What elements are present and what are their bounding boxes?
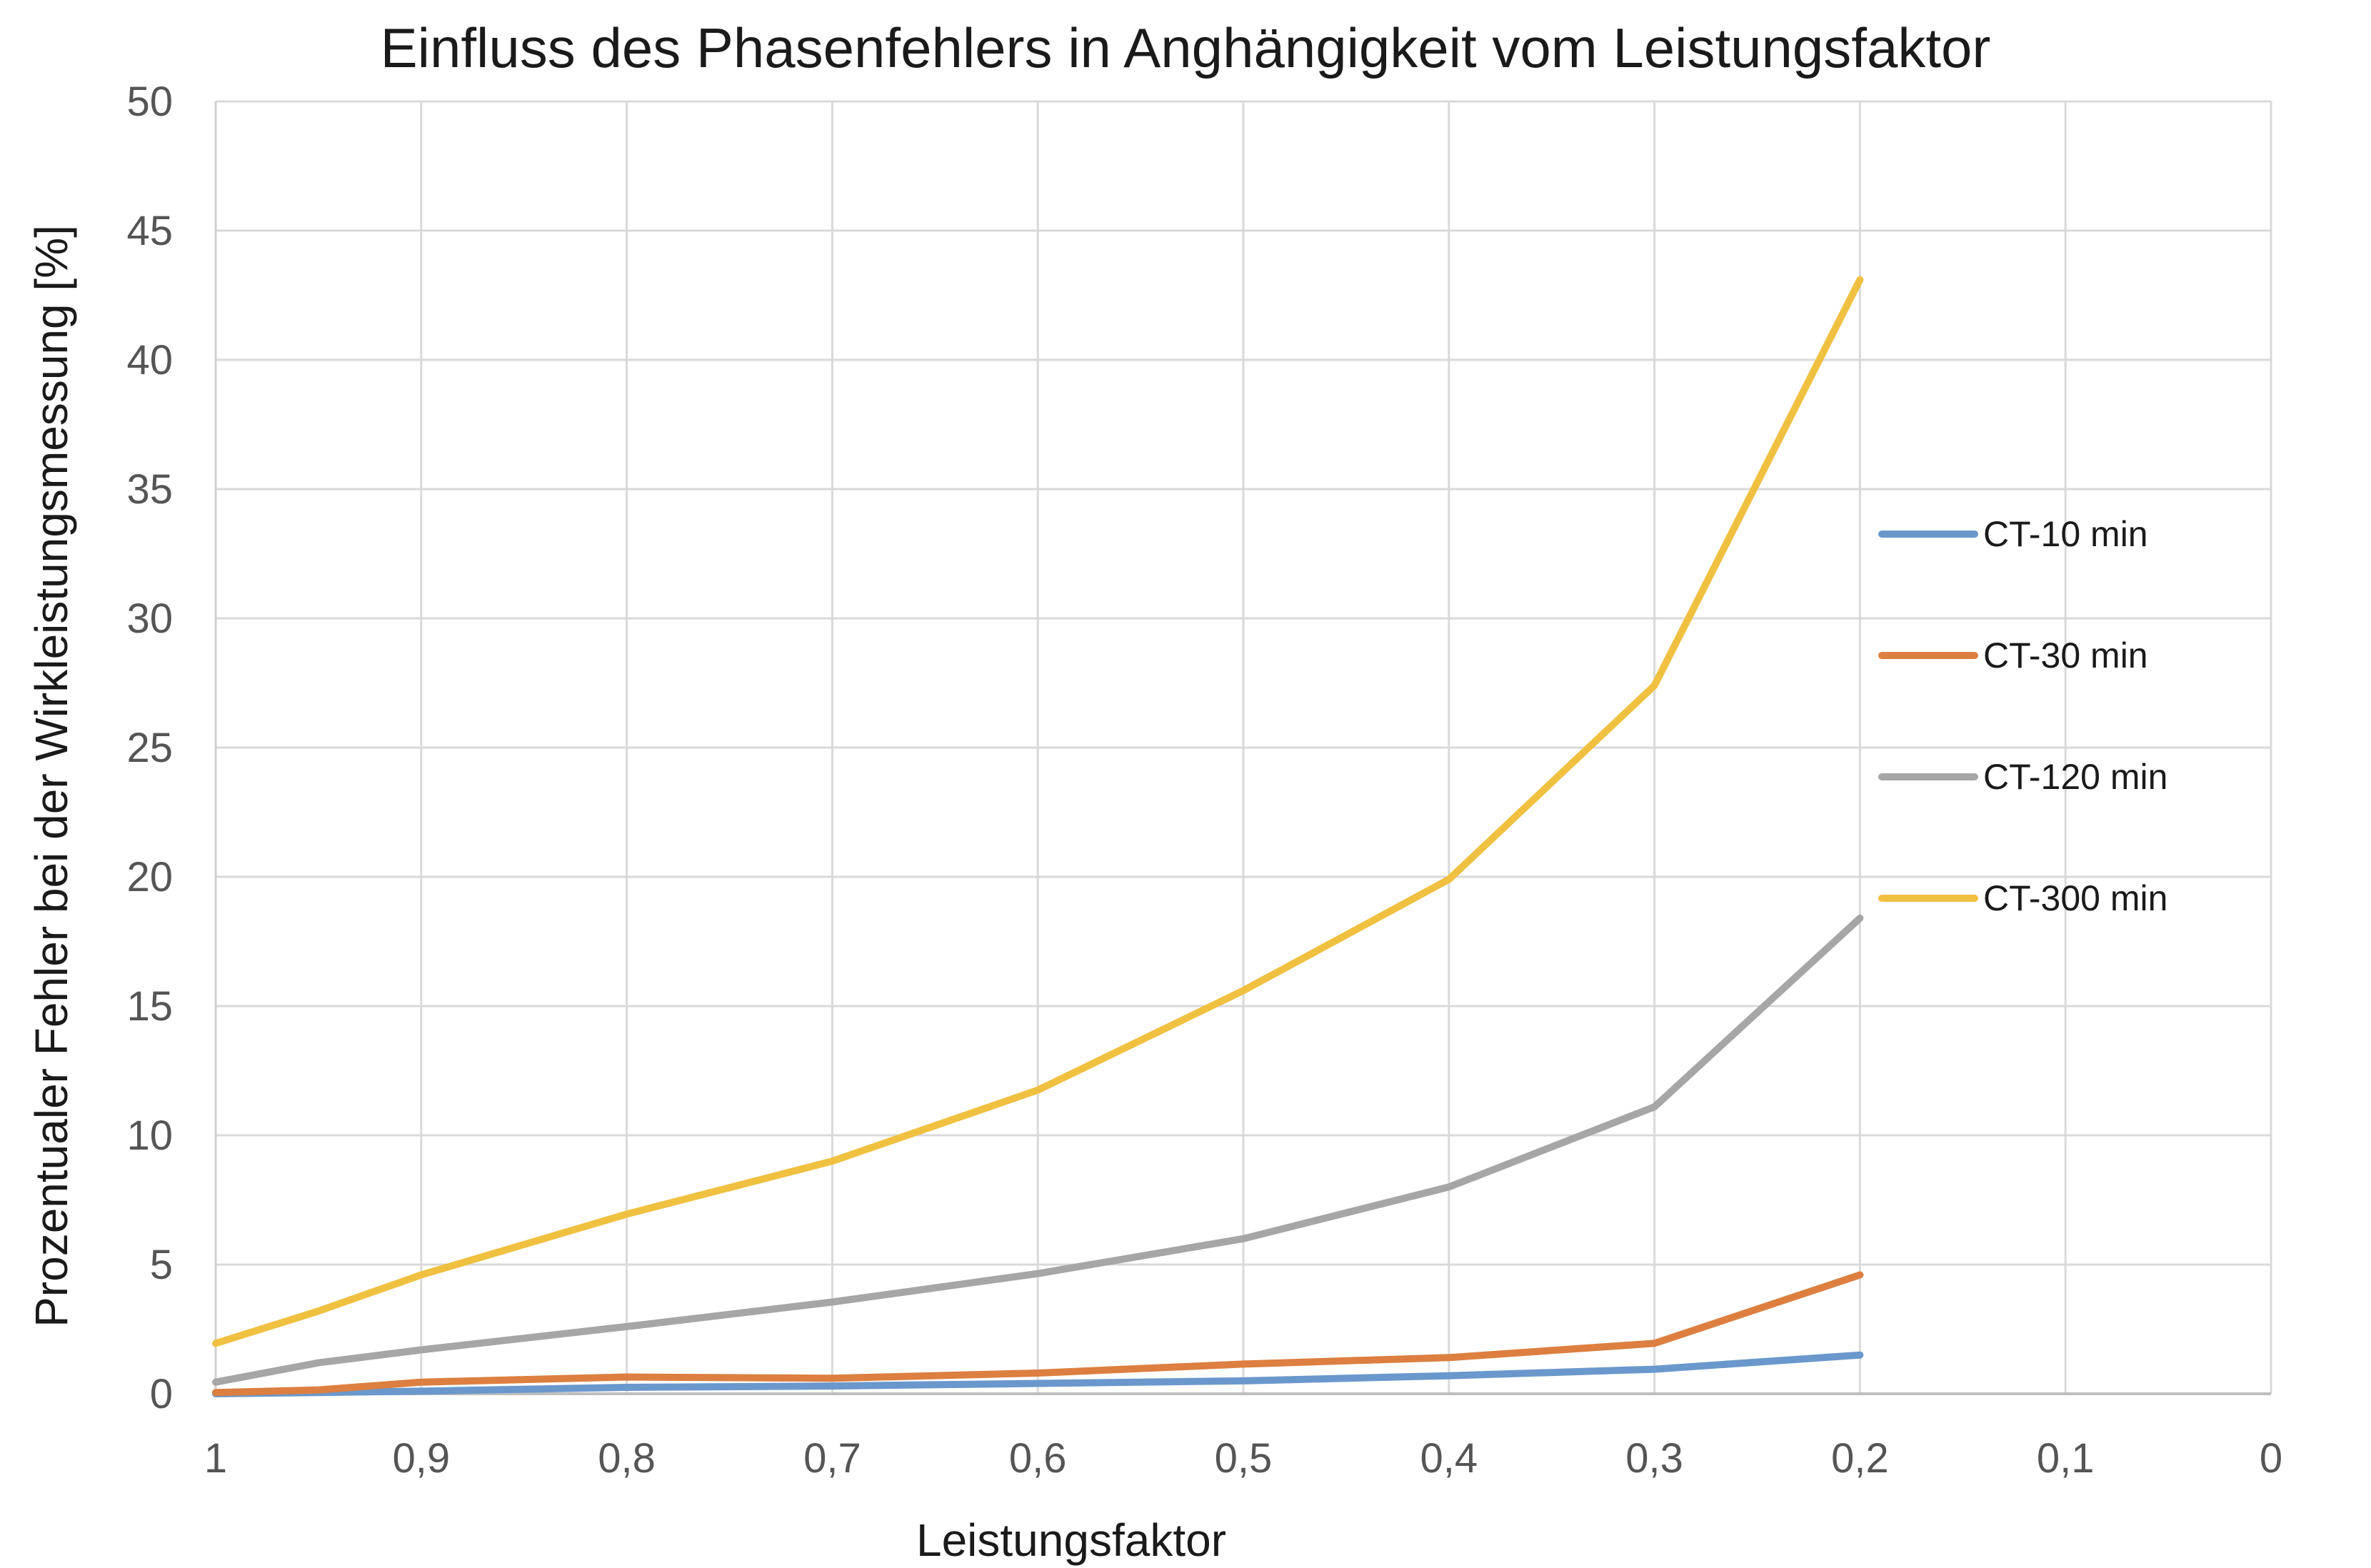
series-line-2 [212, 1271, 1864, 1397]
y-tick-label: 30 [126, 595, 173, 642]
x-tick-label: 0 [2260, 1435, 2282, 1482]
y-tick-label: 20 [126, 854, 173, 900]
y-tick-label: 50 [126, 79, 173, 125]
x-tick-label: 0,9 [392, 1435, 450, 1482]
x-tick-labels: 1 0,9 0,8 0,7 0,6 0,5 0,4 0,3 0,2 0,1 0 [204, 1435, 2282, 1482]
legend: CT-10 min CT-30 min CT-120 min CT-300 min [1878, 514, 2167, 918]
series-lines [212, 276, 1864, 1397]
x-tick-label: 0,3 [1625, 1435, 1683, 1482]
y-tick-label: 15 [126, 983, 173, 1030]
chart-title: Einfluss des Phasenfehlers in Anghängigk… [380, 16, 1991, 79]
x-tick-label: 0,2 [1831, 1435, 1889, 1482]
x-tick-label: 0,5 [1215, 1435, 1273, 1482]
x-tick-label: 1 [204, 1435, 227, 1482]
y-tick-labels: 0 5 10 15 20 25 30 35 40 45 50 [126, 79, 173, 1417]
legend-label: CT-10 min [1983, 514, 2148, 554]
axes [214, 101, 2271, 1395]
y-tick-label: 25 [126, 725, 173, 771]
y-tick-label: 35 [126, 466, 173, 513]
gridlines [216, 100, 2272, 1394]
series-line-1 [212, 1351, 1864, 1397]
x-tick-label: 0,6 [1009, 1435, 1067, 1482]
y-tick-label: 10 [126, 1112, 173, 1159]
x-tick-label: 0,4 [1420, 1435, 1478, 1482]
x-tick-label: 0,1 [2037, 1435, 2095, 1482]
x-tick-label: 0,7 [803, 1435, 861, 1482]
series-line-4 [212, 276, 1864, 1347]
x-axis-label: Leistungsfaktor [916, 1514, 1227, 1566]
legend-label: CT-120 min [1983, 757, 2167, 797]
legend-label: CT-30 min [1983, 635, 2148, 675]
y-tick-label: 5 [150, 1242, 173, 1288]
y-tick-label: 45 [126, 208, 173, 254]
legend-label: CT-300 min [1983, 878, 2167, 918]
y-tick-label: 0 [150, 1371, 173, 1417]
x-tick-label: 0,8 [598, 1435, 656, 1482]
series-line-3 [212, 914, 1864, 1386]
y-tick-label: 40 [126, 337, 173, 383]
